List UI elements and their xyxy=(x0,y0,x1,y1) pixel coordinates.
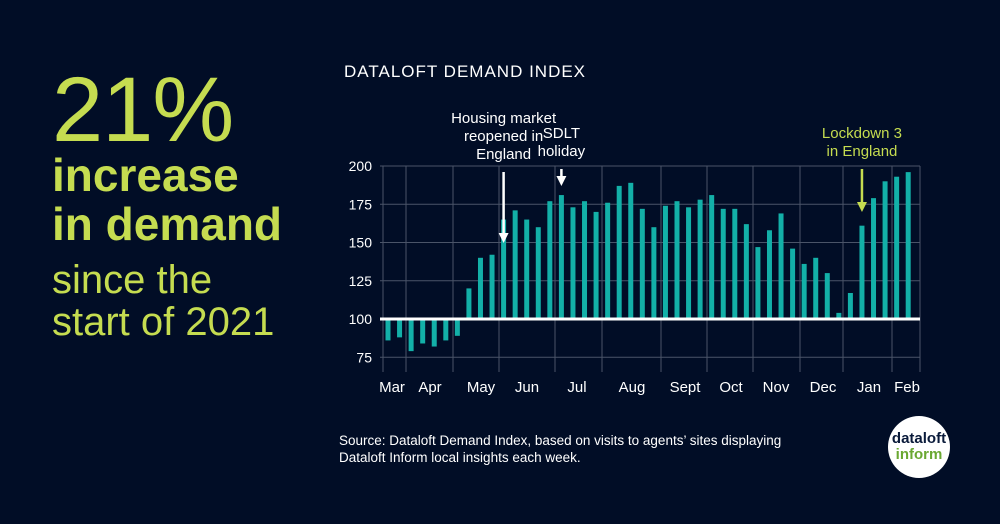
bar xyxy=(605,202,611,319)
bar xyxy=(420,319,426,344)
annotation-line: holiday xyxy=(537,143,586,160)
bar xyxy=(639,208,645,319)
annotation-line: Housing market xyxy=(451,110,557,127)
y-tick-label: 150 xyxy=(349,235,373,251)
bar xyxy=(512,210,518,319)
logo-text: inform xyxy=(895,446,943,463)
x-tick-label: Apr xyxy=(418,379,441,396)
x-tick-label: Jan xyxy=(857,379,881,396)
bar xyxy=(535,227,541,319)
y-tick-label: 125 xyxy=(349,273,373,289)
logo-text: dataloft xyxy=(891,430,947,447)
bar xyxy=(836,312,842,319)
bar xyxy=(824,273,830,319)
bar xyxy=(905,172,911,319)
bar xyxy=(882,181,888,319)
bar xyxy=(697,199,703,319)
headline-line3: since the xyxy=(52,258,213,302)
source-note: Source: Dataloft Demand Index, based on … xyxy=(339,432,781,466)
x-tick-label: Jul xyxy=(567,379,586,396)
bar xyxy=(743,224,749,319)
bar xyxy=(813,257,819,319)
bar xyxy=(431,319,437,347)
dataloft-logo: dataloft inform xyxy=(888,416,950,478)
annotation: Lockdown 3 in England xyxy=(782,125,942,161)
bar xyxy=(871,198,877,319)
bar xyxy=(720,208,726,319)
arrowhead-icon xyxy=(498,233,509,243)
annotation-line: England xyxy=(476,146,532,163)
bar xyxy=(651,227,657,319)
bar xyxy=(558,195,564,319)
x-tick-label: Dec xyxy=(810,379,837,396)
bar xyxy=(847,292,853,319)
headline-line1: increase xyxy=(52,149,239,201)
x-tick-label: Jun xyxy=(515,379,539,396)
x-tick-label: Nov xyxy=(763,379,790,396)
bar xyxy=(524,219,530,319)
annotation: Housing market reopened in England xyxy=(424,110,584,164)
y-tick-label: 75 xyxy=(356,349,372,365)
bar xyxy=(593,211,599,319)
headline-line4: start of 2021 xyxy=(52,300,275,344)
bar xyxy=(385,319,391,341)
bar xyxy=(790,248,796,319)
bar xyxy=(466,288,472,319)
x-tick-label: Aug xyxy=(619,379,646,396)
bar xyxy=(477,257,483,319)
x-tick-label: Oct xyxy=(719,379,743,396)
y-tick-label: 100 xyxy=(349,311,373,327)
annotation-line: reopened in xyxy=(463,128,544,145)
y-tick-label: 200 xyxy=(349,158,373,174)
bar xyxy=(859,225,865,319)
chart-title: DATALOFT DEMAND INDEX xyxy=(344,62,587,81)
arrowhead-icon xyxy=(556,176,567,186)
bar xyxy=(709,195,715,319)
x-tick-label: May xyxy=(467,379,496,396)
bar xyxy=(894,176,900,319)
annotation: SDLT holiday xyxy=(481,125,641,161)
x-tick-label: Feb xyxy=(894,379,920,396)
bar xyxy=(674,201,680,319)
bar xyxy=(732,208,738,319)
bar xyxy=(582,201,588,319)
bar xyxy=(616,185,622,319)
bar xyxy=(570,207,576,319)
x-tick-label: Sept xyxy=(670,379,702,396)
bar xyxy=(489,254,495,319)
bar xyxy=(408,319,414,352)
bar xyxy=(766,230,772,319)
bar xyxy=(501,219,507,319)
bar xyxy=(443,319,449,341)
bar xyxy=(778,213,784,319)
arrowhead-icon xyxy=(856,202,867,212)
annotation-line: in England xyxy=(826,143,898,160)
y-tick-label: 175 xyxy=(349,196,373,212)
headline-line2: in demand xyxy=(52,198,283,250)
source-line: Source: Dataloft Demand Index, based on … xyxy=(339,433,782,448)
bar xyxy=(801,263,807,319)
x-tick-label: Mar xyxy=(379,379,405,396)
annotation-line: SDLT xyxy=(542,125,580,142)
bar xyxy=(547,201,553,319)
bar xyxy=(397,319,403,338)
bar xyxy=(686,207,692,319)
bar xyxy=(662,205,668,319)
bar xyxy=(454,319,460,336)
source-line: Dataloft Inform local insights each week… xyxy=(339,450,581,465)
bar xyxy=(628,182,634,319)
annotation-line: Lockdown 3 xyxy=(821,125,902,142)
bar xyxy=(755,247,761,319)
headline-percent: 21% xyxy=(52,59,234,161)
